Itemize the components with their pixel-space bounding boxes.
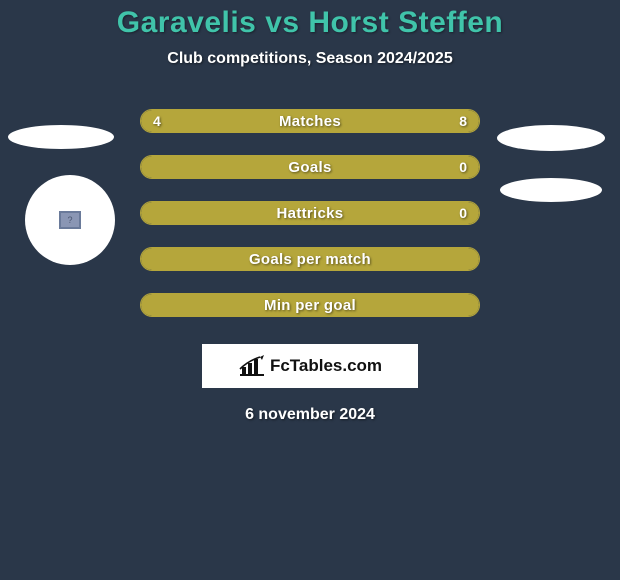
stat-label: Matches [141, 110, 479, 132]
decorative-oval [500, 178, 602, 202]
stat-row: Min per goal [0, 282, 620, 328]
logo-box: FcTables.com [202, 344, 418, 388]
stat-value-right: 0 [459, 202, 467, 224]
stat-label: Goals [141, 156, 479, 178]
comparison-card: Garavelis vs Horst Steffen Club competit… [0, 0, 620, 580]
stat-value-right: 8 [459, 110, 467, 132]
stat-bar-track: Min per goal [140, 293, 480, 317]
stat-label: Min per goal [141, 294, 479, 316]
stat-value-left: 4 [153, 110, 161, 132]
decorative-oval [497, 125, 605, 151]
stat-label: Goals per match [141, 248, 479, 270]
stat-value-right: 0 [459, 156, 467, 178]
stat-bar-track: Matches4 8 [140, 109, 480, 133]
logo-text: FcTables.com [270, 356, 382, 376]
stat-bar-track: Goals per match [140, 247, 480, 271]
player-badge-circle: ? [25, 175, 115, 265]
subtitle: Club competitions, Season 2024/2025 [0, 50, 620, 68]
logo-bars-icon [238, 355, 266, 377]
stat-bar-track: Hattricks0 [140, 201, 480, 225]
decorative-oval [8, 125, 114, 149]
image-placeholder-icon: ? [59, 211, 81, 229]
stat-bar-track: Goals0 [140, 155, 480, 179]
date-label: 6 november 2024 [0, 406, 620, 424]
page-title: Garavelis vs Horst Steffen [0, 6, 620, 40]
stat-label: Hattricks [141, 202, 479, 224]
